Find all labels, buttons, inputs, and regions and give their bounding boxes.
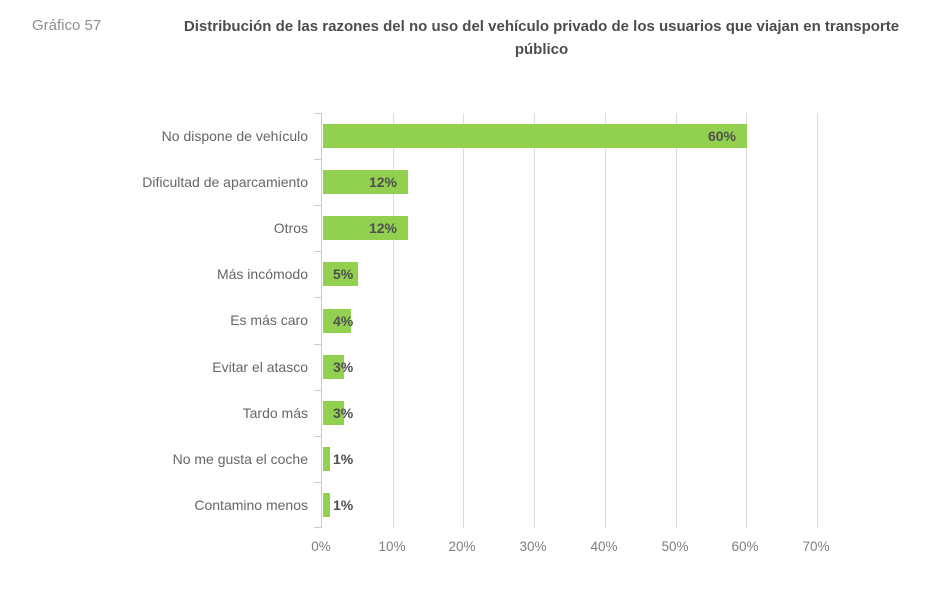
gridline bbox=[605, 113, 606, 528]
value-axis-tick-label: 0% bbox=[311, 539, 331, 554]
category-label: Más incómodo bbox=[216, 266, 308, 283]
category-label: No dispone de vehículo bbox=[161, 128, 308, 145]
gridline bbox=[534, 113, 535, 528]
value-axis-tick-label: 30% bbox=[519, 539, 547, 554]
gridline bbox=[817, 113, 818, 528]
category-axis-tick bbox=[314, 113, 322, 114]
value-axis-tick-label: 60% bbox=[731, 539, 759, 554]
gridline bbox=[463, 113, 464, 528]
plot-area: 60% 12% 12% 5% 4% 3% 3% 1% 1% bbox=[314, 113, 818, 528]
value-axis-tick-label: 50% bbox=[661, 539, 689, 554]
category-label: No me gusta el coche bbox=[172, 450, 308, 467]
bar-data-label: 3% bbox=[333, 405, 354, 421]
category-label: Es más caro bbox=[230, 312, 308, 329]
category-axis-labels: No dispone de vehículo Dificultad de apar… bbox=[0, 113, 308, 528]
bar bbox=[323, 262, 358, 286]
bar-data-label: 12% bbox=[368, 220, 397, 236]
value-axis-tick-label: 70% bbox=[802, 539, 830, 554]
bar-data-label: 5% bbox=[333, 266, 354, 282]
bar-data-label: 1% bbox=[333, 497, 354, 513]
category-axis-tick bbox=[314, 436, 322, 437]
category-label: Tardo más bbox=[242, 404, 308, 421]
bar bbox=[323, 216, 408, 240]
bar-data-label: 12% bbox=[368, 174, 397, 190]
gridline bbox=[393, 113, 394, 528]
category-axis-tick bbox=[314, 390, 322, 391]
bar bbox=[323, 309, 351, 333]
bar-data-label: 60% bbox=[707, 128, 736, 144]
figure-number-label: Gráfico 57 bbox=[32, 17, 102, 34]
bar bbox=[323, 170, 408, 194]
bar bbox=[323, 124, 747, 148]
value-axis-tick-label: 20% bbox=[448, 539, 476, 554]
value-axis-tick-label: 10% bbox=[378, 539, 406, 554]
category-axis-tick bbox=[314, 527, 322, 528]
gridline bbox=[676, 113, 677, 528]
category-axis-tick bbox=[314, 344, 322, 345]
bar-data-label: 1% bbox=[333, 451, 354, 467]
bar bbox=[323, 493, 330, 517]
category-label: Otros bbox=[273, 220, 308, 237]
category-label: Evitar el atasco bbox=[212, 358, 308, 375]
bar bbox=[323, 355, 344, 379]
bar bbox=[323, 447, 330, 471]
category-axis-tick bbox=[314, 251, 322, 252]
chart-title: Distribución de las razones del no uso d… bbox=[183, 18, 900, 58]
bar-data-label: 4% bbox=[333, 313, 354, 329]
bar bbox=[323, 401, 344, 425]
category-axis-tick bbox=[314, 205, 322, 206]
category-label: Dificultad de aparcamiento bbox=[142, 174, 308, 191]
bar-data-label: 3% bbox=[333, 359, 354, 375]
value-axis-labels: 0% 10% 20% 30% 40% 50% 60% 70% bbox=[311, 539, 829, 559]
gridline bbox=[746, 113, 747, 528]
value-axis-tick-label: 40% bbox=[590, 539, 618, 554]
category-axis-tick bbox=[314, 297, 322, 298]
category-label: Contamino menos bbox=[194, 496, 308, 513]
category-axis-tick bbox=[314, 159, 322, 160]
category-axis-tick bbox=[314, 482, 322, 483]
